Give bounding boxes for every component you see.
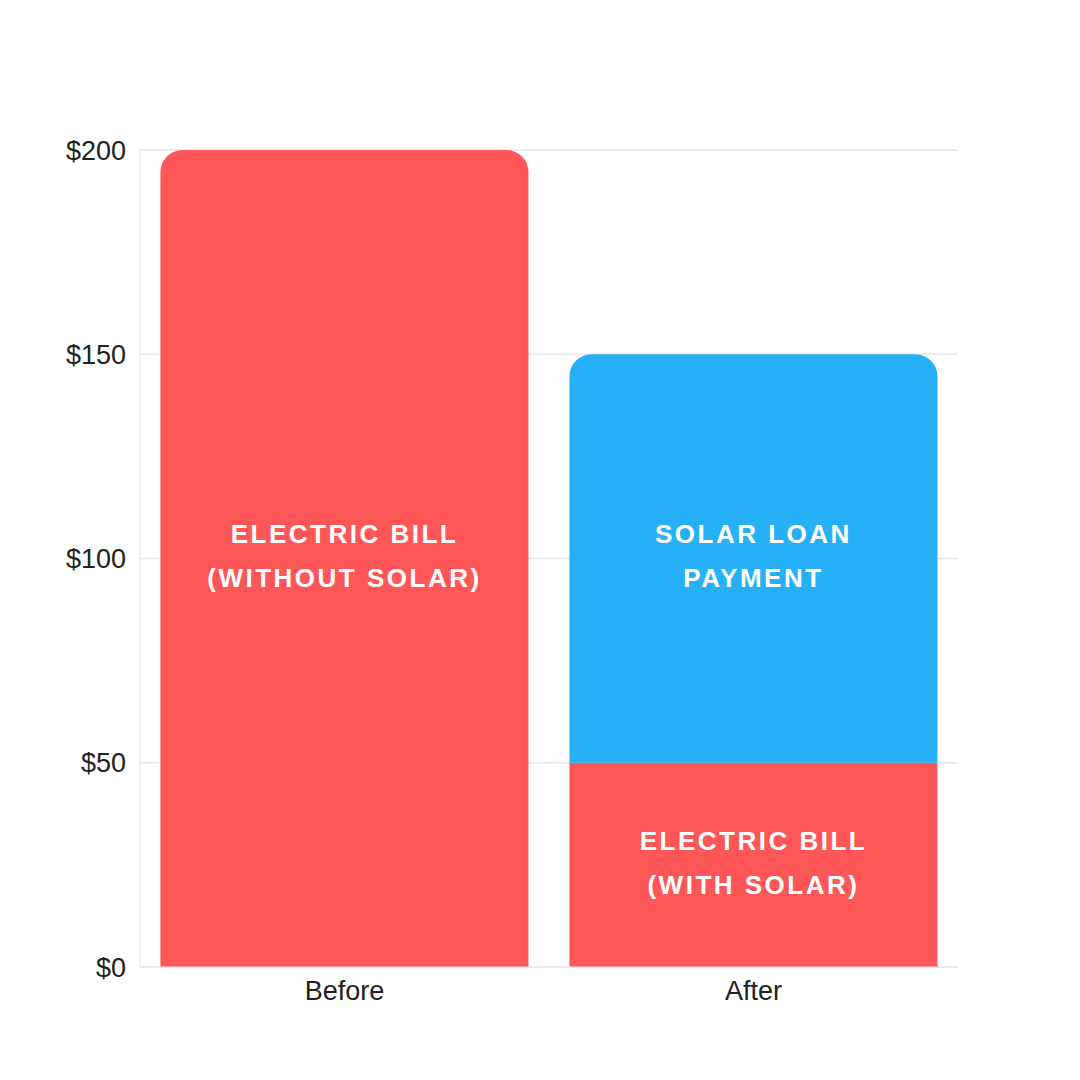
svg-text:After: After: [725, 976, 782, 1006]
svg-text:$150: $150: [66, 340, 126, 370]
svg-text:ELECTRIC BILL(WITHOUT SOLAR): ELECTRIC BILL(WITHOUT SOLAR): [207, 519, 481, 593]
svg-text:$100: $100: [66, 544, 126, 574]
svg-text:$200: $200: [66, 136, 126, 166]
svg-text:$50: $50: [81, 748, 126, 778]
svg-text:ELECTRIC BILL(WITH SOLAR): ELECTRIC BILL(WITH SOLAR): [640, 826, 868, 900]
svg-text:SOLAR LOANPAYMENT: SOLAR LOANPAYMENT: [655, 519, 852, 593]
svg-text:Before: Before: [305, 976, 385, 1006]
svg-text:$0: $0: [96, 953, 126, 983]
